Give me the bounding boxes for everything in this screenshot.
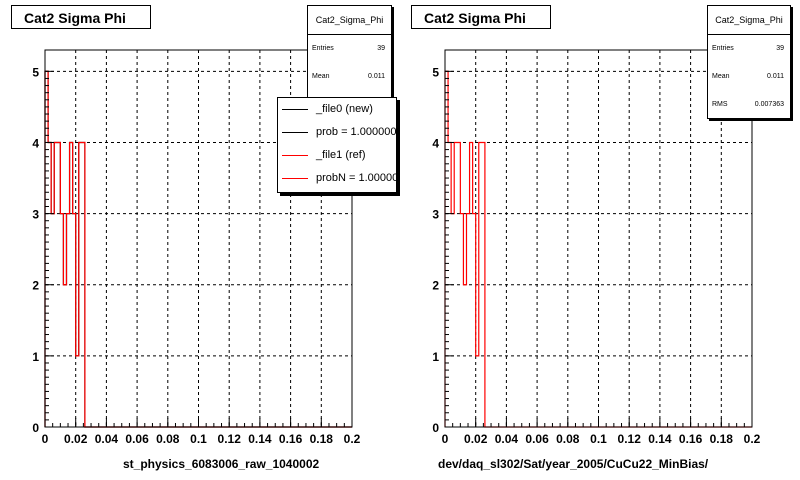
stats-value: 0.011 (767, 73, 784, 80)
stats-row-rms: RMS 0.007363 (708, 91, 790, 119)
stats-label: Entries (712, 45, 734, 52)
y-tick-label: 0 (32, 421, 39, 435)
stats-row-mean: Mean 0.011 (708, 63, 790, 91)
legend-text: _file0 (new) (316, 103, 373, 115)
stats-name: Cat2_Sigma_Phi (308, 6, 391, 35)
stats-box: Cat2_Sigma_Phi Entries 39 Mean 0.011 (307, 5, 392, 100)
y-tick-label: 3 (432, 208, 439, 222)
chart-title: Cat2 Sigma Phi (11, 5, 151, 29)
y-tick-label: 5 (432, 65, 439, 79)
x-tick-label: 0.14 (248, 432, 272, 446)
x-tick-label: 0.06 (125, 432, 149, 446)
x-tick-label: 0.02 (64, 432, 88, 446)
x-tick-label: 0.18 (310, 432, 334, 446)
histogram-panel-left: 0 0.02 0.04 0.06 0.08 0.1 0.12 0.14 0.16 0.18 0.2 0… (11, 5, 397, 471)
y-tick-label: 0 (432, 421, 439, 435)
x-tick-label: 0 (442, 432, 449, 446)
y-tick-label: 1 (432, 350, 439, 364)
histogram-panel-right: 0 0.02 0.04 0.06 0.08 0.1 0.12 0.14 0.16 0.18 0.2 0… (400, 0, 800, 480)
stats-value: 39 (776, 45, 784, 52)
x-tick-label: 0.14 (648, 432, 672, 446)
legend-text: _file1 (ref) (316, 149, 366, 161)
stats-label: Entries (312, 45, 334, 52)
x-tick-label: 0.18 (710, 432, 734, 446)
stats-label: Mean (312, 73, 330, 80)
y-tick-label: 1 (32, 350, 39, 364)
x-tick-label: 0.04 (495, 432, 519, 446)
legend-line-swatch (282, 178, 308, 179)
stats-label: RMS (712, 101, 728, 108)
x-tick-label: 0.08 (556, 432, 580, 446)
stats-value: 39 (377, 45, 385, 52)
chart-title: Cat2 Sigma Phi (411, 5, 551, 29)
stats-label: Mean (712, 73, 730, 80)
stats-row-entries: Entries 39 (308, 35, 391, 63)
legend-line-swatch (282, 109, 308, 110)
x-tick-label: 0.02 (464, 432, 488, 446)
y-tick-label: 4 (432, 136, 439, 150)
x-tick-label: 0.16 (279, 432, 303, 446)
x-axis-label: dev/daq_sl302/Sat/year_2005/CuCu22_MinBi… (438, 457, 709, 471)
legend-entry: _file0 (new) (278, 98, 396, 121)
y-tick-label: 3 (32, 208, 39, 222)
x-tick-label: 0.2 (744, 432, 761, 446)
x-tick-label: 0.2 (344, 432, 361, 446)
x-tick-label: 0.06 (525, 432, 549, 446)
histogram-series-line (44, 70, 352, 428)
x-axis-label: st_physics_6083006_raw_1040002 (123, 457, 320, 471)
legend-entry: probN = 1.000000 (278, 167, 396, 190)
stats-row-entries: Entries 39 (708, 35, 790, 63)
legend-line-swatch (282, 155, 308, 156)
legend-entry: prob = 1.000000 (278, 121, 396, 144)
histogram-plot-right: 0 0.02 0.04 0.06 0.08 0.1 0.12 0.14 0.16 0.18 0.2 0… (432, 49, 761, 446)
y-tick-label: 2 (32, 279, 39, 293)
y-tick-label: 2 (432, 279, 439, 293)
x-tick-label: 0.12 (618, 432, 642, 446)
histogram-series-line (444, 70, 752, 428)
x-tick-label: 0.12 (218, 432, 242, 446)
legend: _file0 (new) prob = 1.000000 _file1 (ref… (277, 97, 397, 193)
stats-box: Cat2_Sigma_Phi Entries 39 Mean 0.011 RMS… (707, 5, 791, 119)
legend-text: probN = 1.000000 (316, 172, 397, 184)
legend-entry: _file1 (ref) (278, 144, 396, 167)
stats-name: Cat2_Sigma_Phi (708, 6, 790, 35)
x-tick-label: 0.1 (590, 432, 607, 446)
x-tick-label: 0.08 (156, 432, 180, 446)
legend-line-swatch (282, 132, 308, 133)
stats-value: 0.007363 (754, 101, 784, 108)
y-tick-label: 5 (32, 65, 39, 79)
x-tick-label: 0.1 (190, 432, 207, 446)
x-tick-label: 0 (42, 432, 49, 446)
stats-value: 0.011 (368, 73, 385, 80)
legend-text: prob = 1.000000 (316, 126, 397, 138)
x-tick-label: 0.16 (679, 432, 703, 446)
x-tick-label: 0.04 (95, 432, 119, 446)
y-tick-label: 4 (32, 136, 39, 150)
stats-row-mean: Mean 0.011 (308, 63, 391, 91)
